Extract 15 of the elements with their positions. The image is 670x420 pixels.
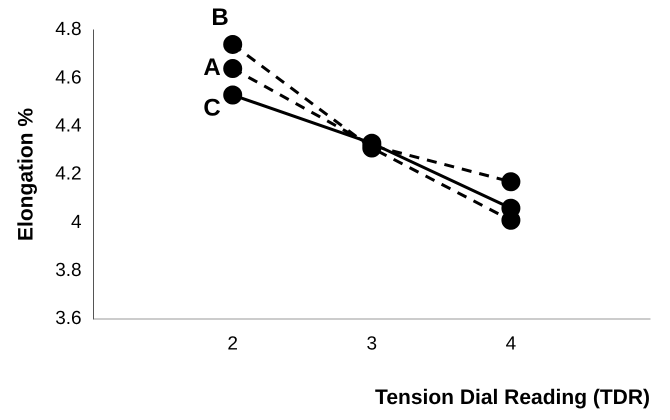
y-tick-label: 4.2 [55,164,82,185]
x-tick-label: 2 [227,334,238,355]
y-tick-label: 3.8 [55,260,82,282]
series-label: B [211,4,229,32]
y-axis-title: Elongation % [14,108,38,241]
y-tick-label: 3.6 [55,308,82,330]
series-label: A [203,54,221,82]
series-label: C [203,94,221,122]
x-axis-title: Tension Dial Reading (TDR) [375,386,650,410]
x-tick-label: 3 [366,334,378,355]
x-tick-label: 4 [506,334,517,355]
y-tick-label: 4 [71,212,82,233]
y-tick-label: 4.6 [55,67,82,88]
y-tick-label: 4.8 [55,19,82,40]
y-tick-label: 4.4 [55,116,82,137]
